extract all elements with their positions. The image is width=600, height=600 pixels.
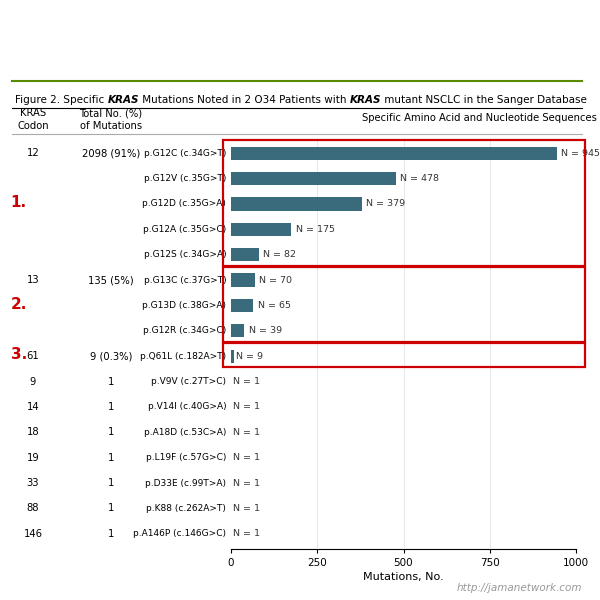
Text: 88: 88 — [27, 503, 39, 514]
Text: N = 1: N = 1 — [233, 453, 260, 462]
Text: Specific Amino Acid and Nucleotide Sequences of Each: Specific Amino Acid and Nucleotide Seque… — [362, 113, 600, 123]
Text: N = 1: N = 1 — [233, 504, 260, 513]
Text: 1: 1 — [108, 503, 114, 514]
Text: N = 82: N = 82 — [263, 250, 296, 259]
Text: 18: 18 — [26, 427, 40, 437]
Text: 1: 1 — [108, 377, 114, 386]
Text: p.G12R (c.34G>C): p.G12R (c.34G>C) — [143, 326, 226, 335]
Text: Figure 2. Specific: Figure 2. Specific — [15, 95, 107, 105]
Text: p.G12V (c.35G>T): p.G12V (c.35G>T) — [144, 174, 226, 183]
Text: 19: 19 — [26, 452, 40, 463]
Text: N = 39: N = 39 — [248, 326, 282, 335]
Bar — [231, 197, 362, 211]
Text: p.G13C (c.37G>T): p.G13C (c.37G>T) — [143, 275, 226, 284]
Text: p.L19F (c.57G>C): p.L19F (c.57G>C) — [146, 453, 226, 462]
Bar — [231, 274, 255, 287]
Bar — [231, 172, 396, 185]
Text: KRAS: KRAS — [350, 95, 381, 105]
Text: N = 65: N = 65 — [257, 301, 290, 310]
Text: N = 379: N = 379 — [366, 199, 405, 208]
Text: p.Q61L (c.182A>T): p.Q61L (c.182A>T) — [140, 352, 226, 361]
Bar — [231, 324, 244, 337]
Text: Specific Amino Acid and Nucleotide Sequences of Each: Specific Amino Acid and Nucleotide Seque… — [362, 113, 600, 123]
Text: 33: 33 — [27, 478, 39, 488]
Text: N = 1: N = 1 — [233, 529, 260, 538]
Text: N = 70: N = 70 — [259, 275, 292, 284]
Text: 1: 1 — [108, 478, 114, 488]
Text: p.V9V (c.27T>C): p.V9V (c.27T>C) — [151, 377, 226, 386]
Text: 1.: 1. — [11, 195, 27, 210]
Text: Total No. (%)
of Mutations: Total No. (%) of Mutations — [79, 109, 143, 131]
Bar — [231, 223, 292, 236]
Text: p.G12C (c.34G>T): p.G12C (c.34G>T) — [144, 149, 226, 158]
Text: 1: 1 — [108, 529, 114, 539]
Text: 61: 61 — [26, 351, 40, 361]
X-axis label: Mutations, No.: Mutations, No. — [363, 572, 444, 582]
Text: p.G12D (c.35G>A): p.G12D (c.35G>A) — [142, 199, 226, 208]
Text: 135 (5%): 135 (5%) — [88, 275, 134, 285]
Text: N = 1: N = 1 — [233, 428, 260, 437]
Text: 2.: 2. — [11, 297, 27, 312]
Bar — [231, 299, 253, 312]
Bar — [231, 146, 557, 160]
Text: 9: 9 — [30, 377, 36, 386]
Text: p.G12S (c.34G>A): p.G12S (c.34G>A) — [143, 250, 226, 259]
Text: 13: 13 — [26, 275, 40, 285]
Text: 2098 (91%): 2098 (91%) — [82, 148, 140, 158]
Text: N = 1: N = 1 — [233, 479, 260, 488]
Text: N = 945: N = 945 — [561, 149, 600, 158]
Text: 1: 1 — [108, 402, 114, 412]
Text: Mutations Noted in 2 O34 Patients with: Mutations Noted in 2 O34 Patients with — [139, 95, 350, 105]
Text: mutant NSCLC in the Sanger Database: mutant NSCLC in the Sanger Database — [381, 95, 587, 105]
Text: p.A18D (c.53C>A): p.A18D (c.53C>A) — [144, 428, 226, 437]
Text: 146: 146 — [23, 529, 43, 539]
Text: p.D33E (c.99T>A): p.D33E (c.99T>A) — [145, 479, 226, 488]
Text: KRAS: KRAS — [107, 95, 139, 105]
Text: N = 1: N = 1 — [233, 377, 260, 386]
Bar — [231, 350, 234, 363]
Text: p.A146P (c.146G>C): p.A146P (c.146G>C) — [133, 529, 226, 538]
Bar — [231, 248, 259, 262]
Text: 1: 1 — [108, 427, 114, 437]
Text: N = 1: N = 1 — [233, 403, 260, 412]
Text: http://jamanetwork.com: http://jamanetwork.com — [457, 583, 582, 593]
Text: p.K88 (c.262A>T): p.K88 (c.262A>T) — [146, 504, 226, 513]
Text: 12: 12 — [26, 148, 40, 158]
Text: 9 (0.3%): 9 (0.3%) — [90, 351, 132, 361]
Text: 1: 1 — [108, 452, 114, 463]
Text: p.G12A (c.35G>C): p.G12A (c.35G>C) — [143, 225, 226, 234]
Text: N = 175: N = 175 — [296, 225, 335, 234]
Text: 3.: 3. — [11, 347, 27, 362]
Text: p.V14I (c.40G>A): p.V14I (c.40G>A) — [148, 403, 226, 412]
Text: N = 9: N = 9 — [236, 352, 263, 361]
Text: KRAS
Codon: KRAS Codon — [17, 109, 49, 131]
Text: 14: 14 — [26, 402, 40, 412]
Text: N = 478: N = 478 — [400, 174, 439, 183]
Text: p.G13D (c.38G>A): p.G13D (c.38G>A) — [142, 301, 226, 310]
